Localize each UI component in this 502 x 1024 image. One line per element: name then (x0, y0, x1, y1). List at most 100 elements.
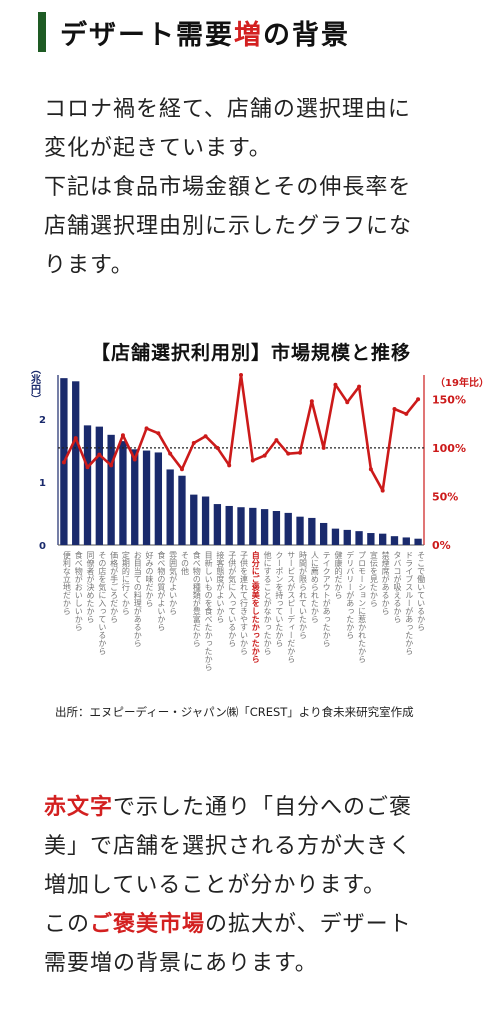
growth-point (250, 458, 255, 463)
closing-line: 美」で店舗を選択される方が大きく (44, 834, 413, 859)
bar (402, 537, 410, 545)
red-text-emphasis: 赤文字 (44, 795, 114, 820)
growth-point (227, 463, 232, 468)
bar (107, 434, 115, 545)
growth-point (61, 460, 66, 465)
bar (131, 449, 139, 545)
growth-point (144, 426, 149, 431)
growth-point (239, 373, 243, 377)
bar (225, 505, 233, 545)
growth-point (368, 467, 373, 472)
category-label: テイクアウトがあったから (322, 551, 331, 647)
bar (72, 381, 80, 545)
category-label: 人に薦められたから (310, 551, 319, 623)
closing-text: この (44, 912, 91, 937)
growth-point (298, 450, 303, 455)
right-tick-label: 0% (432, 539, 451, 552)
closing-line: 増加していることが分かります。 (44, 873, 387, 898)
bar (83, 425, 92, 545)
growth-point (168, 451, 173, 456)
title-highlight: 増 (234, 19, 263, 51)
growth-point (97, 452, 102, 457)
bar (296, 516, 304, 545)
category-label: 他にすることがなかったから (263, 550, 272, 655)
intro-line: 変化が起きています。 (44, 136, 272, 161)
growth-point (203, 434, 208, 439)
growth-point (309, 399, 314, 404)
bar (367, 533, 375, 545)
growth-point (416, 397, 421, 402)
left-tick-label: 1 (39, 478, 46, 489)
growth-point (120, 433, 125, 438)
right-tick-label: 100% (432, 442, 466, 455)
bar (272, 511, 281, 545)
bar (390, 536, 399, 545)
category-label: 健康的だから (334, 550, 343, 599)
category-label: 価格が手ごろだから (110, 550, 119, 623)
category-label: 雰囲気がよいから (169, 551, 178, 615)
category-label: 時間が限られていたから (299, 551, 308, 639)
bar (284, 512, 292, 545)
category-label: 目新しいものを食べたかったから (204, 551, 213, 671)
category-label: プロモーションに惹かれたから (358, 551, 367, 663)
bar (190, 494, 198, 545)
category-label: 食べ物の質がよいから (157, 550, 166, 631)
category-label: タバコが吸えるから (393, 551, 402, 623)
growth-point (179, 467, 184, 472)
category-label: お目当ての料理があるから (133, 551, 142, 647)
bar (237, 507, 245, 545)
growth-point (357, 384, 362, 389)
source-note: 出所：エヌピーディー・ジャパン㈱「CREST」より食未来研究室作成 (55, 705, 414, 719)
growth-point (215, 445, 220, 450)
category-label: 同僚者が決めたから (86, 551, 95, 623)
growth-point (274, 438, 279, 443)
page-title: デザート需要増の背景 (60, 13, 350, 52)
growth-rate-line (62, 373, 420, 492)
title-part-2: の背景 (263, 19, 350, 51)
growth-point (380, 488, 385, 493)
chart-title: 【店舗選択利用別】市場規模と推移 (90, 342, 411, 364)
category-label: 宣伝を見たから (369, 550, 378, 607)
bar (213, 504, 222, 545)
growth-point (392, 407, 397, 411)
bar (201, 496, 210, 545)
bar (331, 528, 340, 545)
closing-line: 需要増の背景にあります。 (44, 951, 318, 976)
growth-point (191, 441, 196, 445)
growth-point (404, 411, 409, 416)
closing-paragraph: 赤文字で示した通り「自分へのご褒 美」で店舗を選択される方が大きく 増加している… (44, 788, 484, 983)
growth-point (156, 431, 161, 436)
bar (154, 452, 163, 545)
title-part-1: デザート需要 (60, 19, 234, 51)
growth-point (321, 445, 326, 450)
bar (166, 469, 174, 545)
category-label: 定期的に行くから (121, 550, 130, 615)
bar (260, 509, 269, 545)
category-label: デリバリーがあったから (346, 550, 355, 639)
closing-line: 赤文字で示した通り「自分へのご褒 (44, 788, 484, 827)
category-label: 子供を連れて行きやすいから (240, 551, 249, 655)
category-label: クーポンを持っていたから (275, 551, 284, 647)
intro-line: 店舗選択理由別に示したグラフにな (44, 214, 413, 239)
intro-line: 下記は食品市場金額とその伸長率を (44, 175, 412, 200)
growth-point (262, 453, 267, 458)
reward-market-emphasis: ご褒美市場 (90, 912, 206, 937)
right-tick-label: 150% (432, 393, 466, 406)
category-label: 食べ物がおいしいから (74, 550, 83, 631)
category-label: そこで働いているから (417, 551, 426, 631)
growth-point (109, 463, 114, 468)
left-axis-label: （兆円） (29, 370, 42, 404)
growth-point (73, 436, 78, 441)
category-label: その他 (180, 551, 189, 576)
bar (379, 533, 387, 545)
growth-point (286, 451, 291, 456)
closing-line: このご褒美市場の拡大が、デザート (44, 905, 484, 944)
section-header: デザート需要増の背景 (38, 12, 350, 52)
intro-paragraph: コロナ禍を経て、店舗の選択理由に 変化が起きています。 下記は食品市場金額とその… (44, 90, 484, 285)
bar (343, 529, 351, 545)
intro-line: ります。 (44, 253, 134, 278)
category-label: 接客態度がよいから (216, 550, 225, 623)
growth-point (333, 382, 338, 387)
left-tick-label: 2 (39, 415, 46, 426)
category-label: 子供が気に入っているから (228, 551, 237, 647)
